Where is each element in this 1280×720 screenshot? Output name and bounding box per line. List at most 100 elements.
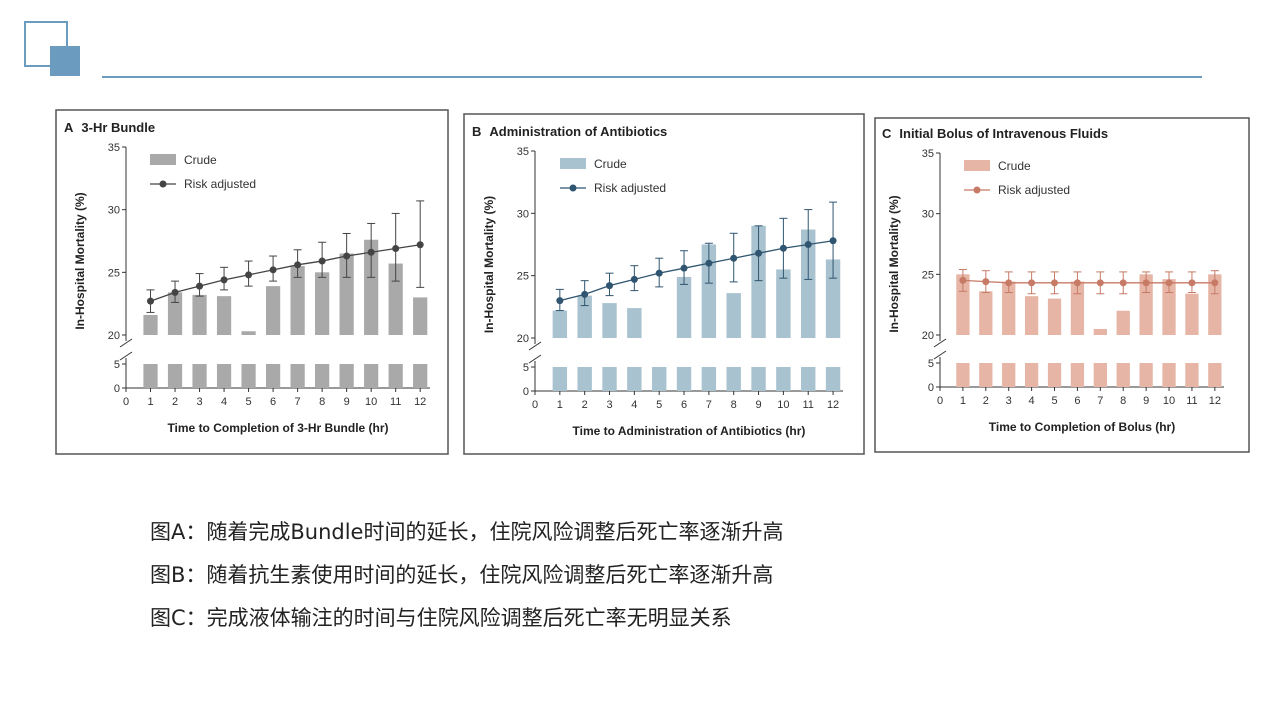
panel-b-x-tick-label: 9 [755,399,761,411]
panel-b-bar [776,269,791,338]
panel-c-y-tick-label: 0 [928,382,934,394]
panel-a-bar [339,253,354,335]
panel-b: B Administration of Antibiotics2025303505… [463,113,865,455]
panel-c-frame [874,117,1250,453]
panel-a-adjusted-point [318,257,326,265]
panel-a-adjusted-point [171,288,179,296]
panel-b-axis-break [528,341,542,351]
panel-b-y-tick-label: 35 [517,146,529,158]
panel-c-bar [1185,293,1199,335]
panel-c-bar [1093,328,1107,335]
panel-b-legend-adjusted-label: Risk adjusted [594,181,666,195]
caption-c: 图C：完成液体输注的时间与住院风险调整后死亡率无明显关系 [150,606,732,630]
panel-b-legend-adjusted-marker [569,184,577,192]
panel-b-x-tick-label: 7 [706,399,712,411]
panel-a-bar [192,294,207,335]
panel-c-letter: C [882,126,892,141]
panel-b-adjusted-point [705,259,713,267]
panel-a-adjusted-point [367,248,375,256]
panel-a-bar-lower [315,364,330,388]
panel-b-bar [577,295,592,338]
panel-b-bar [676,276,692,338]
panel-b-adjusted-point [556,297,564,305]
panel-b-letter: B [472,124,481,139]
panel-c-axis-break [933,350,947,360]
panel-b-x-tick-label: 2 [582,399,588,411]
panel-b-y-tick-label: 30 [517,208,529,220]
panel-c-bar [1070,281,1085,335]
panel-a-bar-lower [216,364,232,388]
panel-b-bar [701,244,717,338]
panel-b-x-tick-label: 5 [656,399,662,411]
panel-c-adjusted-point [1142,279,1150,287]
panel-c-bar-lower [1093,363,1107,387]
panel-a-y-tick-label: 20 [108,330,120,342]
header-divider [102,76,1202,78]
panel-a-legend-adjusted-label: Risk adjusted [184,177,256,191]
panel-c-bar [1024,296,1039,335]
panel-b-y-tick-label: 5 [523,362,529,374]
panel-c-x-tick-label: 12 [1209,395,1221,407]
panel-c-adjusted-point [959,276,967,284]
panel-a-x-tick-label: 0 [123,396,129,408]
panel-a-x-tick-label: 9 [344,396,350,408]
panel-c-y-axis-label: In-Hospital Mortality (%) [887,195,901,332]
panel-a-adjusted-line [150,244,421,302]
panel-b-x-tick-label: 0 [532,399,538,411]
panel-c-x-tick-label: 5 [1051,395,1057,407]
panel-a-y-tick-label: 0 [114,383,120,395]
panel-a-bar [290,266,305,335]
panel-b-legend-crude-label: Crude [594,157,627,171]
panel-c-y-tick-label: 5 [928,358,934,370]
panel-c-bar-lower [1024,363,1039,387]
panel-a-bar-lower [339,364,354,388]
panel-a-frame [55,109,449,455]
panel-c-bar-lower [1139,363,1153,387]
panel-b-adjusted-point [730,254,738,262]
panel-a-adjusted-point [147,297,155,305]
panel-a-x-tick-label: 12 [414,396,426,408]
panel-b-bar-lower [577,367,592,391]
panel-c-adjusted-line [962,279,1215,284]
panel-c-adjusted-point [1073,279,1081,287]
caption-list: 图A：随着完成Bundle时间的延长，住院风险调整后死亡率逐渐升高 图B：随着抗… [150,514,783,643]
panel-a-bar [265,286,281,335]
panel-b-bar-lower [825,367,841,391]
panel-a-bar-lower [364,364,379,388]
panel-b-axis-break [528,354,542,364]
panel-b-bar-lower [776,367,791,391]
panel-a-bar [315,272,330,335]
panel-a-bar-lower [167,364,183,388]
panel-c-legend-adjusted-label: Risk adjusted [998,183,1070,197]
panel-a-adjusted-point [392,245,400,253]
panel-a-bar-lower [290,364,305,388]
panel-b-x-tick-label: 4 [631,399,637,411]
panel-a-bar [216,296,232,335]
panel-c-bar-lower [1070,363,1085,387]
panel-c-adjusted-point [1211,279,1219,287]
panel-a-y-axis-label: In-Hospital Mortality (%) [73,192,87,329]
panel-c-bar-lower [1208,363,1222,387]
panel-c-title: C Initial Bolus of Intravenous Fluids [882,126,1108,141]
panel-c-adjusted-point [1165,279,1173,287]
panel-a-bar-lower [192,364,207,388]
panel-a-bar-lower [241,364,256,388]
panel-a-adjusted-point [416,241,424,249]
panel-c-bar-lower [1162,363,1176,387]
panel-a-bar [413,297,428,335]
panel-a-y-tick-label: 30 [108,205,120,217]
panel-c-bar [1047,298,1062,335]
panel-c-adjusted-point [1119,279,1127,287]
panel-c: C Initial Bolus of Intravenous Fluids2025… [874,117,1250,453]
panel-a-bar [364,239,379,335]
panel-a-x-tick-label: 1 [147,396,153,408]
decor-square-outline [24,21,68,67]
panel-b-bar-lower [726,367,741,391]
decor-square-fill [50,46,80,76]
panel-c-adjusted-point [1028,279,1036,287]
panel-a-axis-break [119,338,133,348]
panel-b-adjusted-line [559,240,834,302]
panel-c-bar-lower [1185,363,1199,387]
panel-c-x-tick-label: 10 [1163,395,1175,407]
